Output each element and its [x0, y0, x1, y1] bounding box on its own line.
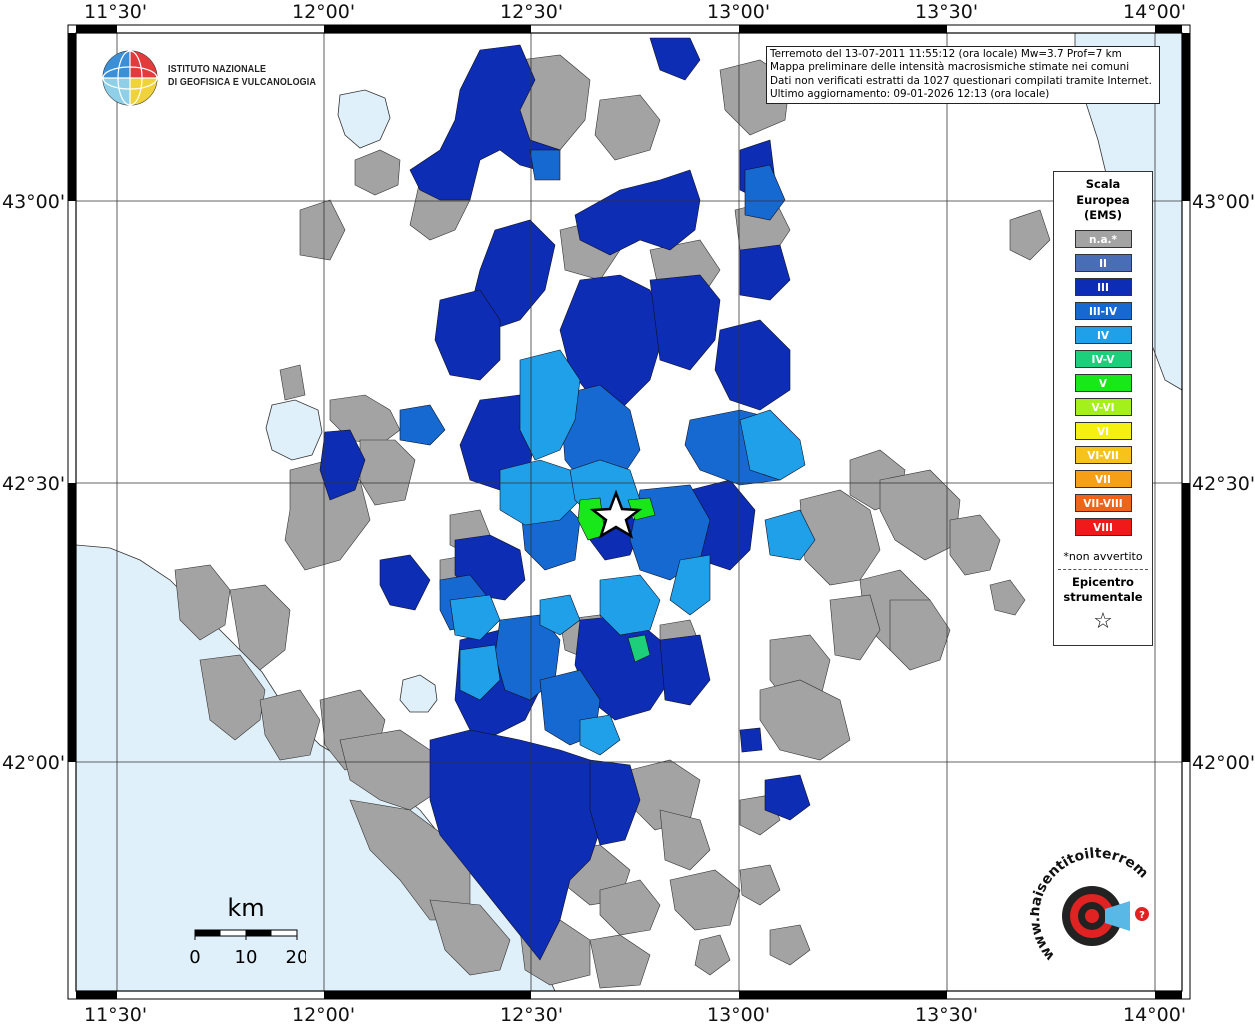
legend-items: n.a.* II III III-IV IV IV-V V V-VI VI VI-VII VII VI… — [1054, 229, 1152, 536]
ems-legend: Scala Europea (EMS) n.a.* II III III-IV IV IV… — [1053, 171, 1153, 646]
lake-trasimeno — [337, 89, 391, 149]
lon-label: 12°30' — [500, 1004, 563, 1024]
scale-tick: 0 — [189, 947, 200, 968]
legend-title: Scala Europea (EMS) — [1054, 177, 1152, 224]
intensity-IV-V-area — [627, 634, 651, 663]
scale-bar: km 0 10 20 — [189, 894, 306, 968]
legend-item: VII — [1074, 469, 1132, 488]
ingv-name-line2: DI GEOFISICA E VULCANOLOGIA — [168, 76, 317, 88]
lon-label: 13°00' — [707, 1, 770, 23]
scale-tick: 20 — [286, 947, 306, 968]
event-info-line: Mappa preliminare delle intensità macros… — [770, 61, 1130, 74]
lon-label: 13°30' — [915, 1, 978, 23]
lon-label: 12°00' — [292, 1, 355, 23]
scale-tick: 10 — [235, 947, 258, 968]
lon-label: 14°00' — [1123, 1004, 1186, 1024]
legend-item: IV-V — [1074, 349, 1132, 368]
legend-epicenter-line: Epicentro — [1072, 574, 1134, 589]
legend-item: III — [1074, 277, 1132, 296]
event-info-box: Terremoto del 13-07-2011 11:55:12 (ora l… — [766, 46, 1160, 104]
lon-label: 13°00' — [707, 1004, 770, 1024]
lat-labels-left: 43°00' 42°30' 42°00' — [2, 191, 65, 774]
lon-label: 11°30' — [84, 1004, 147, 1024]
legend-item: VI-VII — [1074, 445, 1132, 464]
intensity-IV-areas — [449, 349, 816, 756]
scale-unit: km — [227, 894, 264, 922]
lake-bracciano — [399, 674, 438, 713]
legend-title-line: (EMS) — [1083, 208, 1123, 222]
graticule — [76, 33, 1182, 991]
legend-separator — [1058, 568, 1148, 570]
ingv-name: ISTITUTO NAZIONALE DI GEOFISICA E VULCAN… — [168, 63, 316, 89]
legend-title-line: Europea — [1076, 192, 1130, 207]
legend-item: n.a.* — [1074, 229, 1132, 248]
lon-label: 13°30' — [915, 1004, 978, 1024]
legend-epicenter-label: Epicentro strumentale — [1054, 575, 1152, 605]
lat-labels-right: 43°00' 42°30' 42°00' — [1192, 191, 1255, 774]
lon-label: 12°30' — [500, 1, 563, 23]
legend-item: VI — [1074, 421, 1132, 440]
legend-epicenter-line: strumentale — [1063, 589, 1143, 604]
svg-text:?: ? — [1139, 910, 1145, 921]
haisentito-logo: www.haisentitoilterremoto.it ? — [1030, 846, 1151, 964]
ingv-globe-icon — [102, 50, 158, 106]
lat-label: 43°00' — [1192, 191, 1255, 213]
lat-label: 42°30' — [1192, 473, 1255, 495]
lake-bolsena — [265, 399, 323, 461]
event-info-line: Terremoto del 13-07-2011 11:55:12 (ora l… — [770, 48, 1122, 60]
lon-labels-top: 11°30' 12°00' 12°30' 13°00' 13°30' 14°00… — [84, 1, 1186, 23]
legend-item: V-VI — [1074, 397, 1132, 416]
legend-item: VIII — [1074, 517, 1132, 536]
ingv-name-line1: ISTITUTO NAZIONALE — [168, 63, 267, 75]
event-info-line: Dati non verificati estratti da 1027 que… — [770, 74, 1152, 87]
legend-title-line: Scala — [1085, 177, 1121, 191]
lat-label: 43°00' — [2, 191, 65, 213]
lon-label: 11°30' — [84, 1, 147, 23]
lat-label: 42°00' — [1192, 752, 1255, 774]
lon-labels-bottom: 11°30' 12°00' 12°30' 13°00' 13°30' 14°00… — [84, 1004, 1186, 1024]
legend-item: V — [1074, 373, 1132, 392]
lat-label: 42°00' — [2, 752, 65, 774]
legend-item: IV — [1074, 325, 1132, 344]
legend-item: II — [1074, 253, 1132, 272]
legend-item: VII-VIII — [1074, 493, 1132, 512]
epicenter-star — [589, 489, 643, 539]
lon-label: 12°00' — [292, 1004, 355, 1024]
lat-label: 42°30' — [2, 473, 65, 495]
legend-item: III-IV — [1074, 301, 1132, 320]
frame-border — [68, 25, 1190, 999]
legend-note: *non avvertito — [1063, 549, 1143, 563]
epicenter-star-icon: ☆ — [1093, 608, 1113, 634]
event-info-line: Ultimo aggiornamento: 09-01-2026 12:13 (… — [770, 88, 1050, 101]
lon-label: 14°00' — [1123, 1, 1186, 23]
